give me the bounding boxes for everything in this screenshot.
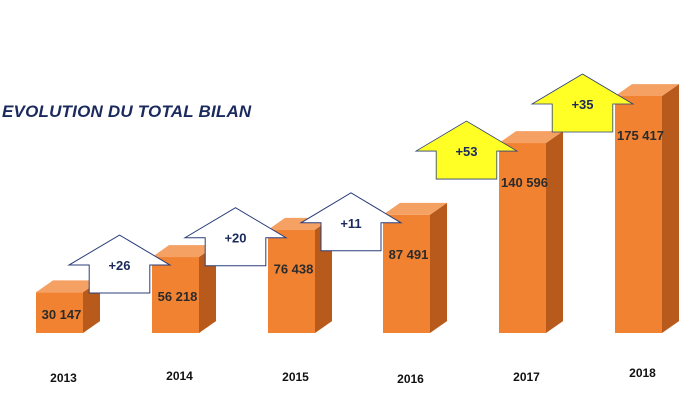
bar-2014 [152,257,199,333]
increment-arrow-2017 [414,120,519,180]
value-label-2013: 30 147 [42,307,82,322]
bar-2013 [36,292,83,333]
value-label-2018: 175 417 [617,128,664,143]
increment-label-2018: +35 [571,97,593,112]
value-label-2017: 140 596 [501,175,548,190]
year-label-2018: 2018 [629,366,656,380]
increment-label-2014: +26 [108,258,130,273]
bar-top-2017 [499,131,563,144]
bar-2017 [499,143,546,333]
bar-top-2016 [383,202,447,215]
value-label-2014: 56 218 [158,289,198,304]
bar-top-2014 [152,245,216,258]
increment-label-2017: +53 [455,144,477,159]
increment-label-2015: +20 [224,231,246,246]
bar-side-2017 [546,131,563,333]
bars-group [36,84,679,333]
chart-title: EVOLUTION DU TOTAL BILAN [2,102,252,121]
bar-2018 [615,96,662,333]
increment-arrow-2018 [530,73,635,133]
bar-side-2014 [199,245,216,333]
labels-group: 30 147 2013 56 218 2014 76 438 2015 87 491 2016… [42,128,664,386]
year-label-2015: 2015 [282,370,309,384]
bar-side-2016 [430,202,447,333]
value-label-2016: 87 491 [389,247,429,262]
increment-arrow-2014 [67,234,172,294]
bar-2015 [268,229,315,333]
increment-arrow-2015 [183,207,288,267]
bar-top-2013 [36,280,100,293]
year-label-2016: 2016 [397,372,424,386]
year-label-2014: 2014 [166,369,193,383]
increment-label-2016: +11 [340,216,361,231]
increment-arrow-2016 [299,192,403,252]
bar-side-2018 [662,84,679,333]
value-label-2015: 76 438 [274,262,314,277]
bar-top-2018 [615,84,679,96]
increment-arrows-group: +26 +20 +11 +53 +35 [67,73,635,294]
year-label-2017: 2017 [513,370,540,384]
bar-2016 [383,214,430,333]
year-label-2013: 2013 [50,371,77,385]
